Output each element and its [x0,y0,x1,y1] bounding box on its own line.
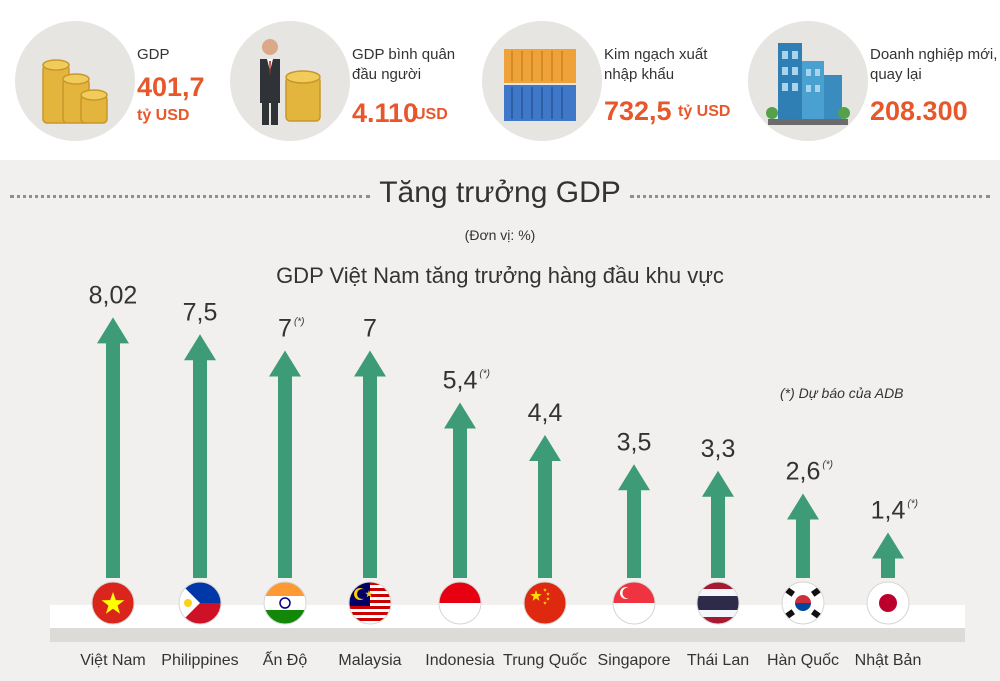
arrow-head [97,317,129,344]
china-flag-icon [524,582,566,624]
stat-value: 4.110 [352,98,419,128]
malaysia-flag-icon [349,582,391,624]
bar-2 [184,334,216,578]
flag-border [612,581,656,625]
stat-label: GDP bình quân đầu người [352,46,456,83]
arrow-shaft [106,342,120,578]
arrow-shaft [363,375,377,578]
platform-edge [50,628,965,642]
arrow-head [444,402,476,429]
indonesia-flag-icon [439,582,481,624]
category-label: Singapore [598,652,671,669]
category-label: Philippines [161,652,238,669]
arrow-shaft [278,375,292,578]
thailand-flag-icon [697,582,739,624]
flag-border [263,581,307,625]
arrow-head [354,350,386,377]
flag-border [438,581,482,625]
unit-note: (Đơn vị: %) [464,227,536,243]
value-label: 8,02 [89,281,138,309]
divider-right [630,195,990,198]
bar-4 [354,350,386,578]
bar-9 [787,493,819,578]
arrow-head [702,470,734,497]
bar-1 [97,317,129,578]
bar-8 [702,470,734,578]
shipping-container-icon [482,21,602,141]
forecast-mark: (*) [479,369,490,380]
coins-icon [15,21,135,141]
flag-border [781,581,825,625]
value-label: 1,4 [871,497,906,525]
arrow-shaft [193,359,207,578]
forecast-mark: (*) [822,460,833,471]
india-flag-icon [264,582,306,624]
value-label: 7 [278,315,292,343]
section-title: Tăng trưởng GDP [0,176,1000,210]
value-label: 7,5 [183,298,218,326]
vietnam-flag-icon [92,582,134,624]
category-label: Việt Nam [80,652,146,669]
arrow-head [872,532,904,559]
stat-unit: tỷ USD [137,107,190,124]
value-label: 5,4 [443,367,478,395]
stat-value: 401,7 [137,72,205,102]
category-label: Indonesia [425,652,494,669]
bar-7 [618,464,650,578]
stat-unit: tỷ USD [678,103,731,120]
stat-label: GDP [137,46,170,63]
arrow-shaft [881,557,895,578]
category-label: Malaysia [338,652,401,669]
value-label: 3,3 [701,435,736,463]
flag-border [178,581,222,625]
flag-border [696,581,740,625]
arrow-head [618,464,650,491]
arrow-shaft [538,460,552,578]
bar-5 [444,402,476,578]
arrow-head [269,350,301,377]
bar-3 [269,350,301,578]
japan-flag-icon [867,582,909,624]
flag-border [348,581,392,625]
stats-row: GDP 401,7 tỷ USD GDP bình quân đầu người… [0,0,1000,160]
value-label: 7 [363,315,377,343]
arrow-shaft [627,489,641,578]
arrow-shaft [796,518,810,578]
south-korea-flag-icon [782,582,824,624]
philippines-flag-icon [179,582,221,624]
value-label: 2,6 [786,458,821,486]
category-label: Hàn Quốc [767,652,839,669]
businessman-coins-icon [230,21,350,141]
category-label: Thái Lan [687,652,749,669]
stat-label: Kim ngạch xuất nhập khẩu [604,46,708,83]
arrow-shaft [453,427,467,578]
office-buildings-icon [748,21,868,141]
category-label: Ấn Độ [263,650,308,669]
chart-title: GDP Việt Nam tăng trưởng hàng đầu khu vự… [276,263,724,288]
arrow-head [529,435,561,461]
category-label: Trung Quốc [503,652,587,669]
forecast-mark: (*) [294,317,305,328]
flag-border [91,581,135,625]
stat-value: 208.300 [870,96,968,126]
category-label: Nhật Bản [855,652,922,669]
value-label: 4,4 [528,399,563,427]
forecast-mark: (*) [907,499,918,510]
stat-unit: USD [414,106,448,123]
flag-border [866,581,910,625]
footnote: (*) Dự báo của ADB [780,385,904,401]
value-label: 3,5 [617,428,652,456]
divider-left [10,195,370,198]
arrow-shaft [711,495,725,578]
singapore-flag-icon [613,582,655,624]
chart-section [0,160,1000,681]
arrow-head [184,334,216,361]
bar-10 [872,532,904,578]
stat-value: 732,5 [604,96,672,126]
bar-6 [529,435,561,578]
arrow-head [787,493,819,520]
stat-label: Doanh nghiệp mới, quay lại [870,46,998,83]
flag-border [523,581,567,625]
